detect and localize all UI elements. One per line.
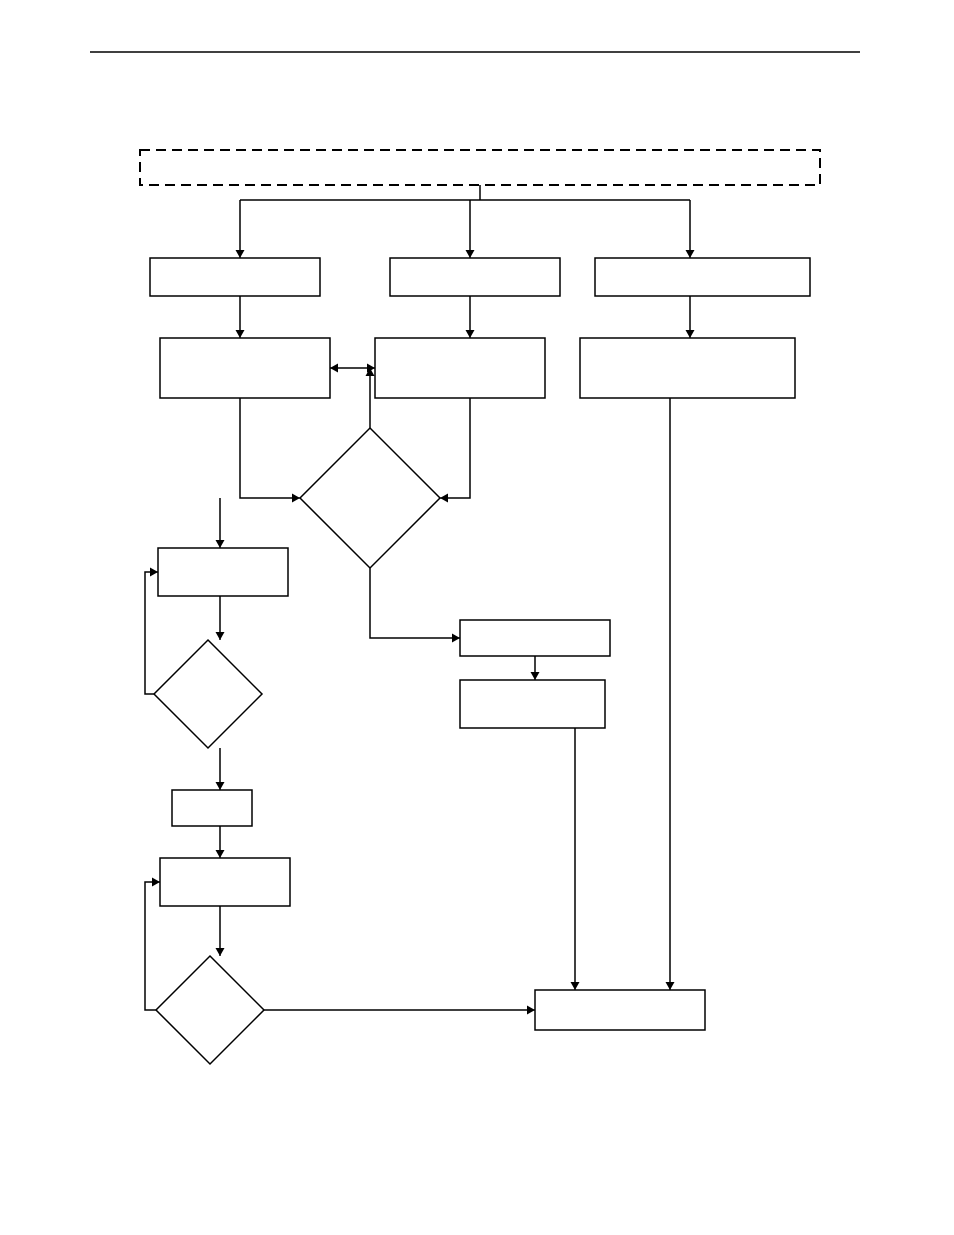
node-e2 <box>460 680 605 728</box>
node-fin <box>535 990 705 1030</box>
node-p1 <box>150 258 320 296</box>
node-p2 <box>390 258 560 296</box>
node-a1 <box>158 548 288 596</box>
node-b2 <box>375 338 545 398</box>
node-dash <box>140 150 820 185</box>
node-b1 <box>160 338 330 398</box>
node-b3 <box>580 338 795 398</box>
node-a2 <box>160 858 290 906</box>
node-p3 <box>595 258 810 296</box>
node-d1 <box>300 428 440 568</box>
node-d3 <box>156 956 264 1064</box>
node-s1 <box>172 790 252 826</box>
node-e1 <box>460 620 610 656</box>
flowchart-canvas <box>0 0 954 1235</box>
node-d2 <box>154 640 262 748</box>
